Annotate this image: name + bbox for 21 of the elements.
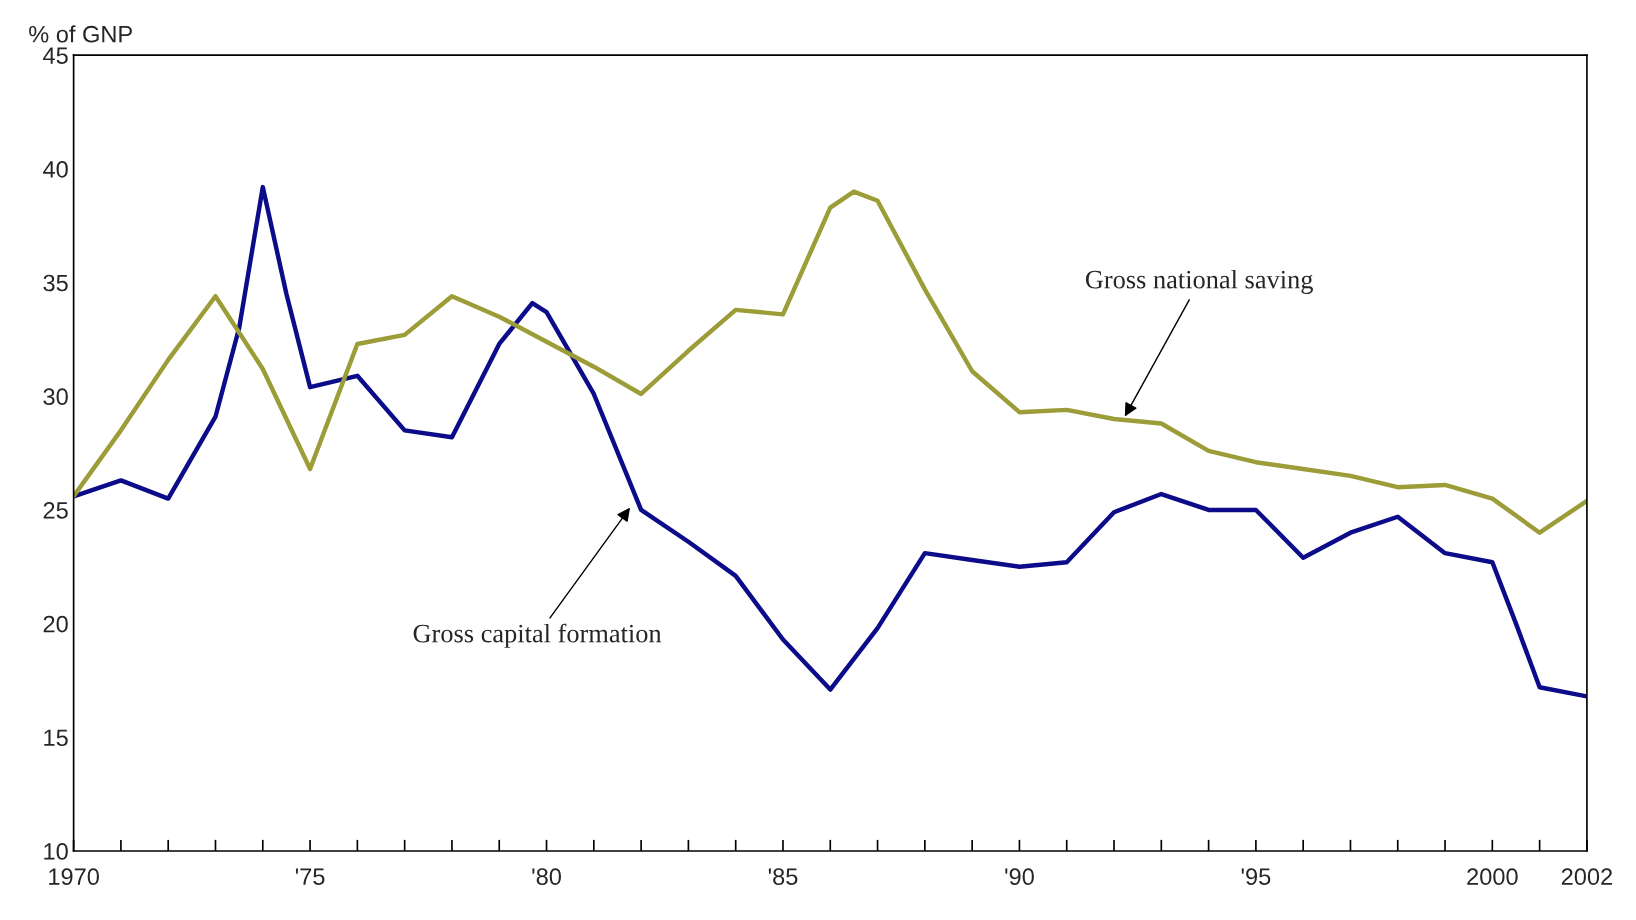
x-tick-label: '80 [532,868,561,886]
x-tick-label: 2000 [1467,868,1518,886]
y-tick-label: 35 [43,274,68,292]
y-tick-label: 40 [43,160,68,178]
line-series [73,189,1587,535]
x-tick-label: 1970 [49,868,99,886]
y-axis-title: % of GNP [29,25,132,43]
annotation: Gross national saving [1085,269,1313,294]
y-tick-label: 30 [43,388,68,406]
x-tick-label: '90 [1005,868,1034,886]
y-tick-label: 25 [43,502,68,519]
y-tick-label: 10 [44,843,68,860]
x-tick-label: '75 [295,868,325,886]
x-tick-label: '95 [1241,868,1271,886]
x-tick-label: '85 [768,868,798,886]
x-tick-label: 2002 [1561,868,1612,886]
annotation: Gross capital formation [413,623,662,648]
y-tick-label: 45 [43,47,68,64]
line-series [73,184,1587,699]
y-tick-label: 15 [44,729,68,747]
y-tick-label: 20 [43,615,68,633]
